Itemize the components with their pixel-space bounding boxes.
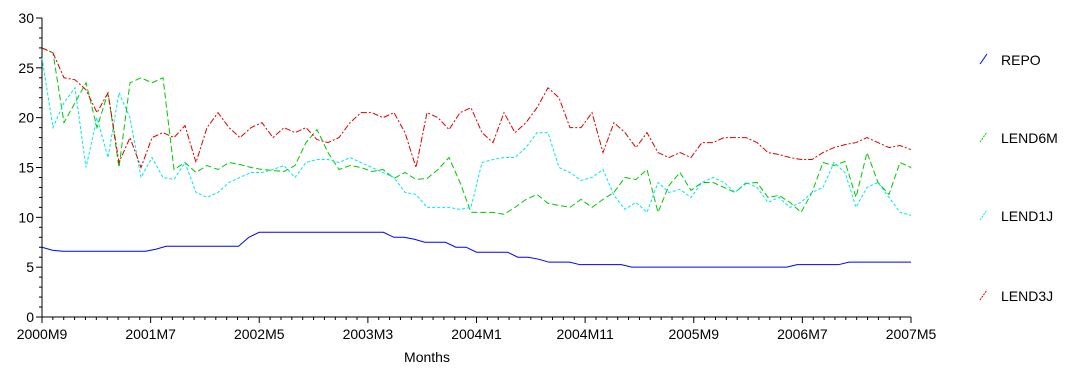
legend-label-lend6m: LEND6M xyxy=(1001,130,1058,146)
series-line-lend3j xyxy=(41,47,912,169)
legend: REPO LEND6M LEND1J LEND3J xyxy=(979,52,1058,304)
legend-swatch-lend6m xyxy=(979,131,988,143)
legend-swatch-lend1j xyxy=(979,209,988,221)
x-tick-label: 2007M5 xyxy=(886,326,937,342)
y-ticks: 0 5 10 15 20 25 30 xyxy=(18,10,42,325)
legend-label-lend3j: LEND3J xyxy=(1001,288,1053,304)
legend-label-repo: REPO xyxy=(1001,52,1041,68)
x-tick-label: 2006M7 xyxy=(777,326,828,342)
series-line-lend1j xyxy=(41,57,912,216)
legend-swatch-repo xyxy=(979,53,988,65)
y-tick-label: 10 xyxy=(18,209,34,225)
x-ticks: 2000M9 2001M7 2002M5 2003M3 2004M1 2004M11 200… xyxy=(17,317,937,342)
y-tick-label: 15 xyxy=(18,160,34,176)
y-tick-label: 25 xyxy=(18,60,34,76)
x-axis-title: Months xyxy=(404,349,450,365)
legend-label-lend1j: LEND1J xyxy=(1001,208,1053,224)
y-tick-label: 0 xyxy=(26,309,34,325)
series-lines xyxy=(41,47,912,268)
x-tick-label: 2004M1 xyxy=(451,326,502,342)
x-tick-label: 2001M7 xyxy=(125,326,176,342)
y-tick-label: 5 xyxy=(26,259,34,275)
x-tick-label: 2004M11 xyxy=(556,326,614,342)
x-tick-label: 2003M3 xyxy=(343,326,394,342)
x-tick-label: 2000M9 xyxy=(17,326,68,342)
series-line-lend6m xyxy=(41,47,912,215)
y-tick-label: 30 xyxy=(18,10,34,26)
x-tick-label: 2005M9 xyxy=(668,326,719,342)
legend-swatch-lend3j xyxy=(979,289,988,301)
x-tick-label: 2002M5 xyxy=(234,326,285,342)
y-tick-label: 20 xyxy=(18,110,34,126)
series-line-repo xyxy=(41,231,911,268)
axes xyxy=(41,18,911,318)
